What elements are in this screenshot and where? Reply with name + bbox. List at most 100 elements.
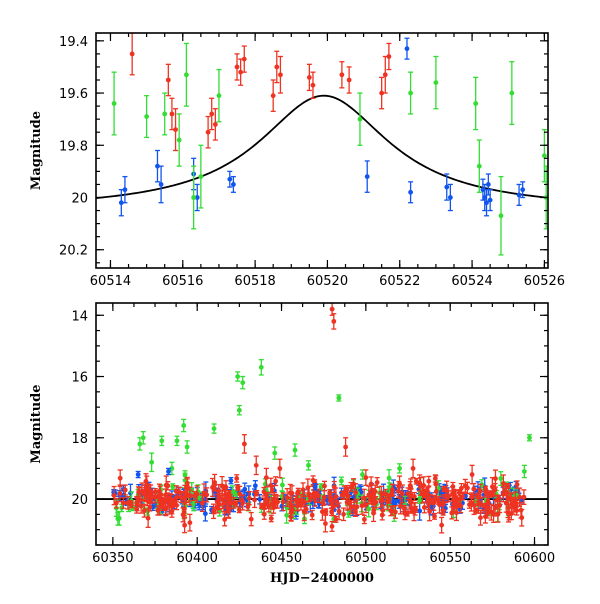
data-point xyxy=(219,497,225,503)
red-point xyxy=(210,477,216,498)
data-point xyxy=(329,524,335,529)
data-point xyxy=(408,504,414,510)
red-point xyxy=(241,45,247,73)
green-point xyxy=(183,42,189,107)
data-point xyxy=(503,491,509,497)
red-outlier-point xyxy=(343,437,349,457)
data-point xyxy=(212,480,218,485)
green-outlier-point xyxy=(521,464,527,479)
data-point xyxy=(306,74,312,80)
data-point xyxy=(211,508,217,513)
red-point xyxy=(307,493,313,502)
red-point xyxy=(226,489,232,497)
data-point xyxy=(118,200,124,206)
data-point xyxy=(451,505,457,511)
red-point xyxy=(236,506,242,514)
data-point xyxy=(513,501,519,507)
red-point xyxy=(201,483,207,503)
data-point xyxy=(273,478,279,484)
data-point xyxy=(404,46,410,52)
red-point xyxy=(268,514,274,523)
x-tick-label: 60518 xyxy=(234,274,275,289)
blue-point xyxy=(392,499,398,506)
red-point xyxy=(212,108,218,141)
data-point xyxy=(222,517,228,522)
red-point xyxy=(128,501,134,509)
red-outlier-point xyxy=(489,476,495,497)
blue-point xyxy=(122,175,128,204)
data-point xyxy=(450,484,456,490)
data-point xyxy=(517,494,522,500)
blue-point xyxy=(194,183,200,212)
blue-point xyxy=(408,181,414,204)
red-point xyxy=(146,483,152,494)
data-point xyxy=(166,469,171,474)
blue-point xyxy=(202,505,208,522)
data-point xyxy=(284,495,290,500)
data-point xyxy=(439,522,445,528)
red-point xyxy=(436,495,442,514)
red-point xyxy=(187,513,193,532)
green-outlier-point xyxy=(169,461,175,476)
green-outlier-point xyxy=(184,440,190,454)
data-point xyxy=(145,515,151,521)
data-point xyxy=(242,441,247,447)
data-point xyxy=(146,486,152,491)
red-point xyxy=(514,480,520,489)
data-point xyxy=(398,503,403,509)
data-point xyxy=(346,511,352,517)
red-point xyxy=(117,469,123,488)
data-point xyxy=(336,395,342,401)
red-point xyxy=(475,492,481,502)
red-point xyxy=(180,507,186,523)
y-axis-label: Magnitude xyxy=(29,111,44,190)
red-point xyxy=(219,490,225,510)
blue-point xyxy=(158,165,164,204)
red-point xyxy=(451,488,457,506)
red-point xyxy=(156,483,162,500)
red-outlier-point xyxy=(253,455,259,476)
data-point xyxy=(122,187,128,193)
data-point xyxy=(460,494,466,499)
data-point xyxy=(284,512,290,518)
data-point xyxy=(212,121,218,127)
green-outlier-point xyxy=(140,431,146,445)
red-point xyxy=(209,97,215,131)
plot-area xyxy=(96,303,548,534)
green-point xyxy=(498,175,504,256)
top-panel: 60514 60516 60518 60520 60522 60524 60526 19.4 1… xyxy=(29,32,565,289)
data-point xyxy=(235,374,241,379)
data-point xyxy=(231,500,237,506)
red-point xyxy=(411,501,417,522)
red-point xyxy=(147,502,153,512)
data-point xyxy=(473,101,479,106)
data-point xyxy=(111,101,117,106)
data-point xyxy=(379,90,385,96)
green-point xyxy=(216,68,222,123)
data-point xyxy=(508,496,514,502)
blue-point xyxy=(227,170,233,188)
data-point xyxy=(408,90,413,96)
red-outlier-point xyxy=(263,467,269,488)
x-tick-label: 60524 xyxy=(451,274,492,289)
blue-point xyxy=(230,175,236,193)
data-point xyxy=(182,491,188,497)
data-point xyxy=(162,111,168,117)
red-point xyxy=(145,508,151,528)
y-tick-label: 16 xyxy=(71,371,88,386)
data-point xyxy=(484,200,489,206)
data-point xyxy=(483,490,489,496)
data-point xyxy=(371,510,376,516)
red-outlier-point xyxy=(397,475,403,493)
data-point xyxy=(240,380,246,386)
data-point xyxy=(274,64,280,70)
data-point xyxy=(487,197,493,203)
red-point xyxy=(294,500,300,512)
green-point xyxy=(111,71,117,136)
data-point xyxy=(278,72,283,78)
data-point xyxy=(241,56,247,62)
red-point xyxy=(288,506,294,518)
data-point xyxy=(152,489,158,495)
data-point xyxy=(152,494,158,500)
